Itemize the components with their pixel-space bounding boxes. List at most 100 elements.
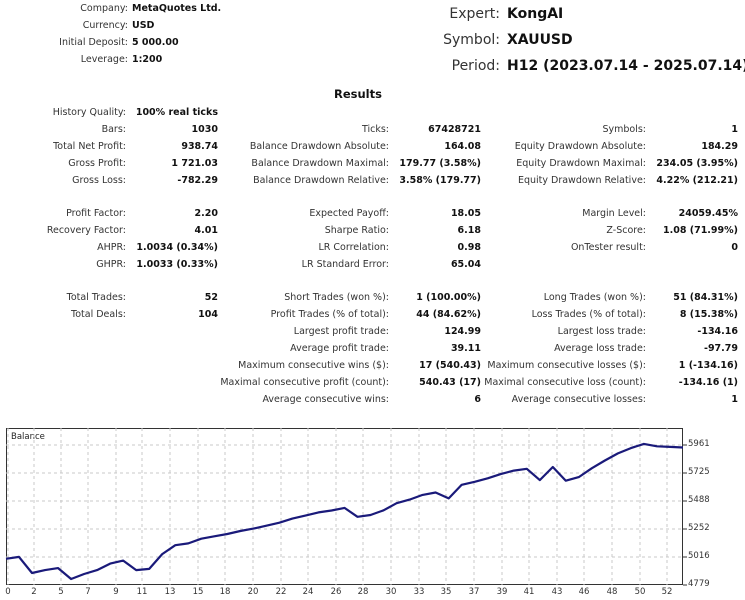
result-value: 51 (84.31%) [673,292,738,303]
result-label: Average loss trade: [554,343,646,354]
result-label: Maximal consecutive profit (count): [220,377,389,388]
result-label: Symbols: [602,124,646,135]
result-label: GHPR: [96,259,126,270]
result-label: Z-Score: [606,225,646,236]
result-label: Ticks: [361,124,389,135]
y-tick-label: 4779 [688,579,710,589]
y-tick-label: 5252 [688,523,710,533]
result-label: Sharpe Ratio: [324,225,389,236]
x-tick-label: 50 [634,587,646,597]
result-label: Maximum consecutive losses ($): [487,360,646,371]
result-value: 39.11 [450,343,481,354]
x-tick-label: 18 [219,587,231,597]
result-value: 234.05 (3.95%) [656,158,738,169]
balance-chart-plot [5,428,687,586]
result-value: -134.16 [697,326,738,337]
result-label: Average consecutive wins: [262,394,389,405]
y-tick-label: 5961 [688,439,710,449]
result-value: 8 (15.38%) [679,309,738,320]
result-label: Maximum consecutive wins ($): [238,360,389,371]
test-value: KongAI [507,6,564,22]
result-label: Long Trades (won %): [543,292,646,303]
x-tick-label: 24 [302,587,314,597]
x-tick-label: 2 [31,587,37,597]
result-value: 164.08 [444,141,481,152]
x-tick-label: 52 [661,587,673,597]
result-value: 6.18 [457,225,481,236]
result-value: 179.77 (3.58%) [399,158,481,169]
result-value: 4.22% (212.21) [656,175,738,186]
test-value: H12 (2023.07.14 - 2025.07.14) [507,58,745,74]
result-label: Profit Factor: [66,208,126,219]
result-label: Bars: [101,124,126,135]
x-tick-label: 39 [496,587,508,597]
info-value: 1:200 [132,54,163,65]
result-label: Short Trades (won %): [284,292,389,303]
result-label: LR Standard Error: [301,259,389,270]
result-value: 44 (84.62%) [416,309,481,320]
result-value: 2.20 [194,208,218,219]
result-value: 1 [731,394,738,405]
result-value: 1.08 (71.99%) [663,225,738,236]
result-value: 65.04 [450,259,481,270]
info-label: Company: [80,3,128,14]
result-label: Total Trades: [66,292,126,303]
result-value: 1.0033 (0.33%) [136,259,218,270]
x-tick-label: 9 [113,587,119,597]
test-label: Symbol: [443,32,500,48]
result-label: Equity Drawdown Maximal: [516,158,646,169]
result-value: 0 [731,242,738,253]
result-label: Largest loss trade: [557,326,646,337]
result-value: 1 721.03 [171,158,218,169]
result-label: Margin Level: [582,208,646,219]
result-value: 1030 [191,124,218,135]
x-tick-label: 35 [440,587,452,597]
chart-title: Balance [11,432,45,442]
x-tick-label: 43 [551,587,563,597]
result-value: -97.79 [704,343,738,354]
test-label: Period: [451,58,500,74]
info-value: 5 000.00 [132,37,179,48]
x-tick-label: 22 [275,587,287,597]
result-value: -134.16 (1) [678,377,738,388]
result-label: Balance Drawdown Maximal: [251,158,389,169]
result-label: AHPR: [97,242,126,253]
result-label: OnTester result: [570,242,646,253]
result-label: Maximal consecutive loss (count): [484,377,646,388]
result-label: Balance Drawdown Relative: [253,175,389,186]
result-value: 938.74 [181,141,218,152]
x-tick-label: 13 [164,587,176,597]
info-value: USD [132,20,155,31]
x-tick-label: 0 [5,587,11,597]
x-tick-label: 33 [413,587,425,597]
x-tick-label: 46 [578,587,590,597]
result-value: 100% real ticks [135,107,218,118]
x-tick-label: 20 [247,587,259,597]
result-value: -782.29 [177,175,218,186]
x-tick-label: 5 [58,587,64,597]
result-value: 1 [731,124,738,135]
x-tick-label: 41 [523,587,535,597]
result-label: Equity Drawdown Relative: [517,175,646,186]
result-label: Average profit trade: [290,343,389,354]
result-value: 17 (540.43) [419,360,481,371]
result-value: 18.05 [450,208,481,219]
x-tick-label: 30 [385,587,397,597]
info-label: Leverage: [80,54,128,65]
info-label: Currency: [82,20,128,31]
results-title: Results [334,87,382,101]
result-label: Average consecutive losses: [511,394,646,405]
x-tick-label: 37 [468,587,480,597]
balance-line [5,442,684,581]
result-value: 540.43 (17) [419,377,481,388]
result-value: 104 [198,309,218,320]
result-label: Loss Trades (% of total): [531,309,646,320]
x-tick-label: 48 [606,587,618,597]
result-value: 1.0034 (0.34%) [136,242,218,253]
y-tick-label: 5725 [688,467,710,477]
result-label: Total Deals: [71,309,126,320]
result-value: 124.99 [444,326,481,337]
result-label: Gross Profit: [68,158,126,169]
x-tick-label: 15 [192,587,204,597]
result-value: 3.58% (179.77) [399,175,481,186]
